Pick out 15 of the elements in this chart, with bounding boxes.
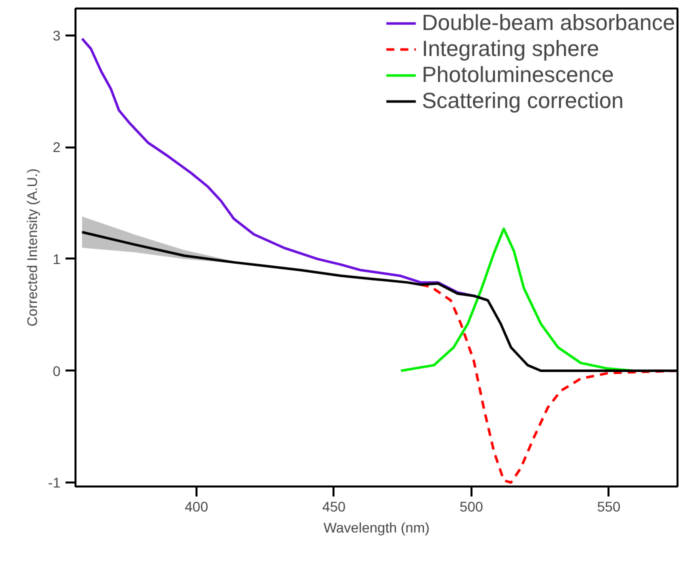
legend-label: Scattering correction bbox=[422, 88, 624, 114]
x-tick-label: 550 bbox=[597, 498, 621, 514]
x-tick-label: 400 bbox=[184, 498, 208, 514]
y-axis-title: Corrected Intensity (A.U.) bbox=[24, 168, 40, 326]
y-tick-label: 3 bbox=[52, 27, 61, 44]
x-tick-label: 450 bbox=[322, 498, 346, 514]
y-tick-label: 0 bbox=[52, 362, 61, 379]
y-tick-label: -1 bbox=[48, 474, 61, 491]
legend-label: Integrating sphere bbox=[422, 36, 600, 62]
y-tick-label: 2 bbox=[52, 139, 61, 156]
y-tick-label: 1 bbox=[52, 250, 61, 267]
x-axis-title: Wavelength (nm) bbox=[323, 520, 430, 536]
legend-label: Photoluminescence bbox=[422, 62, 614, 88]
legend-label: Double-beam absorbance bbox=[422, 10, 675, 36]
x-tick-label: 500 bbox=[460, 498, 484, 514]
